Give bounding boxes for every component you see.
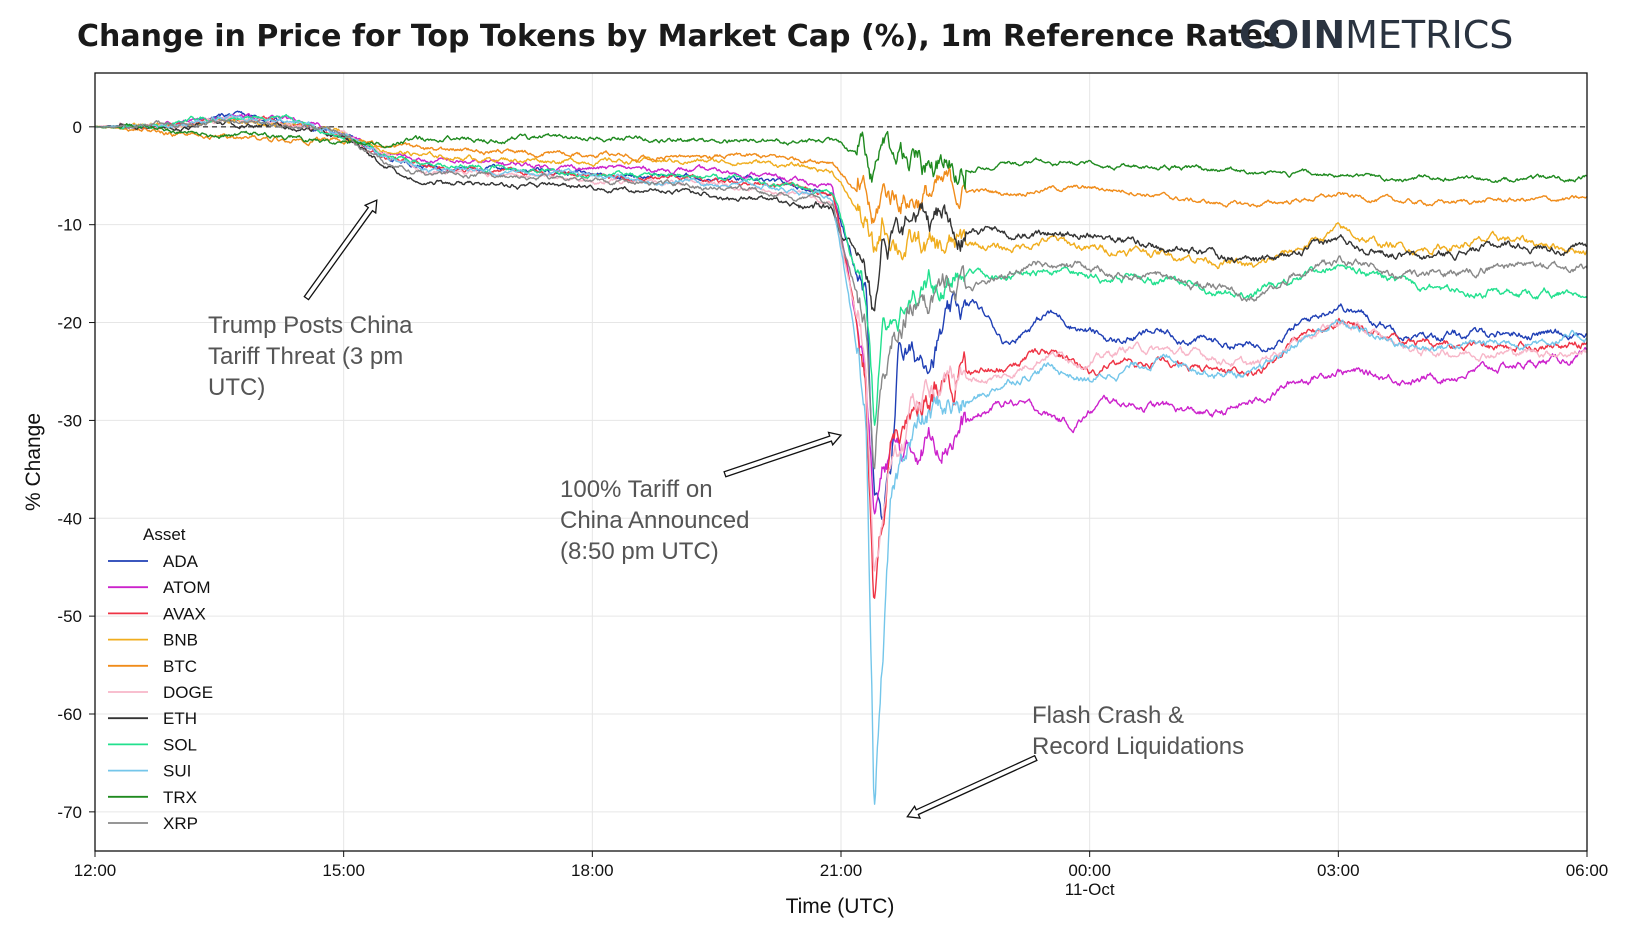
legend-label: SOL [163, 735, 197, 754]
series-line-sui [94, 113, 1588, 805]
brand-logo: COINMETRICS [1239, 13, 1513, 57]
y-tick-label: -70 [57, 803, 82, 822]
annotation: 100% Tariff on China Announced (8:50 pm UT… [560, 431, 843, 565]
series-line-trx [95, 123, 1588, 190]
legend-item-trx: TRX [108, 788, 197, 807]
series-line-xrp [94, 119, 1588, 470]
legend-label: XRP [163, 814, 198, 833]
y-axis-ticks: 0 -10 -20 -30 -40 -50 -60 -70 [57, 118, 95, 822]
x-tick-label: 03:00 [1317, 861, 1360, 880]
annotation-text: China Announced [560, 507, 750, 534]
legend-label: ATOM [163, 578, 211, 597]
annotation-text: 100% Tariff on [560, 476, 713, 503]
legend-label: ADA [163, 552, 199, 571]
legend-label: BTC [163, 657, 197, 676]
annotation-text: Record Liquidations [1032, 733, 1244, 760]
legend-label: AVAX [163, 604, 206, 623]
legend-item-eth: ETH [108, 709, 197, 728]
x-tick-label: 00:00 [1068, 861, 1111, 880]
annotation-text: UTC) [208, 374, 265, 401]
annotation-arrow [303, 199, 378, 301]
legend-label: SUI [163, 762, 191, 781]
legend-item-bnb: BNB [108, 631, 198, 650]
brand-logo-text: COINMETRICS [1239, 13, 1513, 57]
x-tick-label: 15:00 [322, 861, 365, 880]
x-tick-label: 12:00 [74, 861, 117, 880]
legend-item-xrp: XRP [108, 814, 198, 833]
legend-item-avax: AVAX [108, 604, 206, 623]
series-line-sol [94, 113, 1588, 426]
y-tick-label: -30 [57, 411, 82, 430]
legend-label: ETH [163, 709, 197, 728]
series-line-doge [94, 116, 1588, 572]
legend-item-sui: SUI [108, 762, 191, 781]
x-tick-label: 21:00 [820, 861, 863, 880]
brand-logo-bold: COIN [1239, 13, 1345, 57]
x-tick-label: 18:00 [571, 861, 614, 880]
annotations: Trump Posts China Tariff Threat (3 pm UTC)… [208, 199, 1244, 819]
chart-title: Change in Price for Top Tokens by Market… [77, 19, 1281, 54]
annotation-text: Tariff Threat (3 pm [208, 343, 403, 370]
series-group [94, 110, 1588, 805]
legend-item-btc: BTC [108, 657, 197, 676]
legend-title: Asset [143, 525, 186, 544]
legend-label: DOGE [163, 683, 213, 702]
legend-item-atom: ATOM [108, 578, 211, 597]
x-tick-sublabel: 11-Oct [1065, 880, 1115, 899]
y-tick-label: -10 [57, 216, 82, 235]
annotation: Trump Posts China Tariff Threat (3 pm UTC) [208, 199, 413, 401]
legend-label: TRX [163, 788, 197, 807]
legend: Asset ADA ATOM AVAX BNB BTC DOGE ETH SOL SUI TRX X… [108, 525, 213, 833]
legend-label: BNB [163, 631, 198, 650]
annotation-arrow [906, 754, 1038, 819]
annotation-arrow [723, 431, 843, 478]
y-tick-label: -60 [57, 705, 82, 724]
y-tick-label: -20 [57, 314, 82, 333]
x-axis-label: Time (UTC) [786, 895, 895, 918]
x-tick-label: 06:00 [1566, 861, 1609, 880]
legend-item-ada: ADA [108, 552, 199, 571]
y-axis-label: % Change [22, 413, 45, 511]
y-tick-label: -40 [57, 509, 82, 528]
series-line-btc [94, 126, 1588, 224]
y-tick-label: -50 [57, 607, 82, 626]
legend-item-doge: DOGE [108, 683, 213, 702]
annotation-text: Trump Posts China [208, 312, 413, 339]
grid [94, 73, 1588, 851]
legend-item-sol: SOL [108, 735, 197, 754]
annotation-text: Flash Crash & [1032, 702, 1184, 729]
y-tick-label: 0 [73, 118, 82, 137]
annotation: Flash Crash & Record Liquidations [906, 702, 1244, 819]
brand-logo-light: METRICS [1345, 13, 1513, 57]
annotation-text: (8:50 pm UTC) [560, 538, 719, 565]
